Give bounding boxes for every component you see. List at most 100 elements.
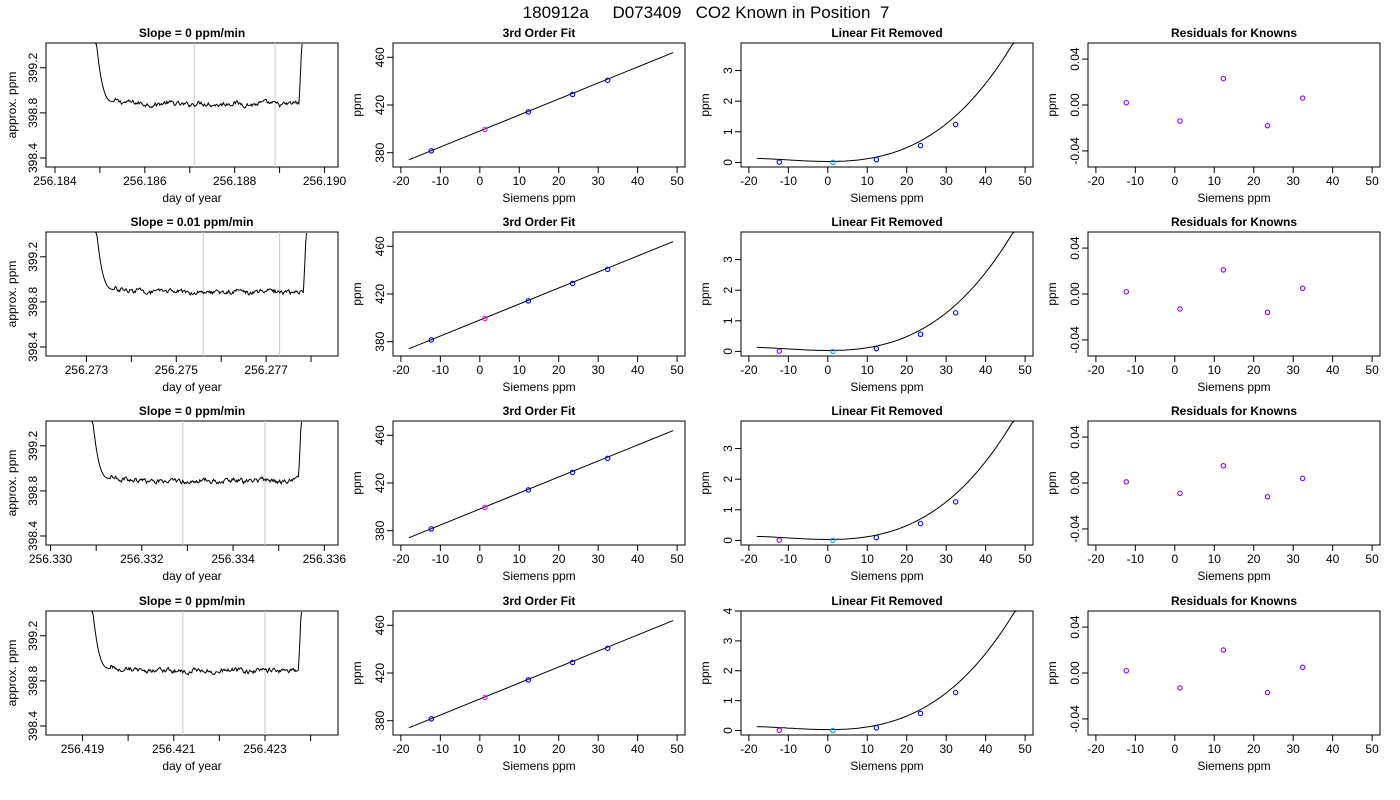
x-tick-label: 20 [1247,363,1261,377]
plot-frame [1087,42,1381,168]
x-tick-label: -20 [740,742,758,756]
plot-frame [1087,610,1381,736]
ppm-trace-line [95,43,303,109]
x-tick-label: 0 [824,174,831,188]
panel-title: Residuals for Knowns [1171,26,1297,40]
x-tick-label: 40 [1326,174,1340,188]
x-tick-label: 20 [900,174,914,188]
x-tick-label: 20 [1247,742,1261,756]
x-tick-label: 40 [979,174,993,188]
y-axis-label: ppm [698,471,712,494]
fit-curve [756,231,1022,351]
y-tick-label: -0.04 [1068,137,1082,165]
fit-line [408,620,674,729]
chart-panel: Slope = 0 ppm/min day of year approx. ppm 2… [5,26,347,205]
y-tick-label: -0.04 [1068,515,1082,543]
y-tick-label: 398.8 [26,98,40,128]
y-tick-label: 0.04 [1068,236,1082,260]
y-tick-label: 398.8 [26,476,40,506]
data-point [604,645,611,652]
data-point [525,298,532,304]
x-tick-label: -20 [1087,742,1105,756]
data-point [873,534,880,541]
data-point [569,469,576,476]
y-tick-label: 3 [721,256,735,263]
x-tick-label: 40 [631,174,645,188]
data-point [1220,463,1227,469]
x-tick-label: 0 [1171,363,1178,377]
x-tick-label: 0 [824,363,831,377]
data-point [1123,288,1130,295]
data-point [1177,490,1183,497]
x-tick-label: 256.419 [61,742,105,756]
y-axis-label: ppm [350,282,364,305]
data-point [604,455,611,462]
y-tick-label: 2 [721,476,735,483]
chart-panel: Residuals for Knowns Siemens ppm ppm -20 -10… [1045,26,1381,205]
panel-title: Linear Fit Removed [831,594,942,608]
x-tick-label: 50 [670,552,684,566]
x-tick-label: -20 [740,363,758,377]
panel-title: Slope = 0 ppm/min [139,594,245,608]
x-tick-label: 256.190 [303,174,347,188]
x-tick-label: 10 [861,174,875,188]
data-point [776,348,783,354]
x-tick-label: -20 [1087,552,1105,566]
data-point [525,677,532,683]
data-point [830,727,836,734]
data-point [873,156,880,163]
data-point [1299,664,1306,671]
fit-curve [756,420,1022,540]
x-tick-label: -10 [1127,552,1145,566]
x-tick-label: 0 [476,363,483,377]
data-point [1220,647,1227,653]
y-axis-label: ppm [1045,661,1059,684]
x-tick-label: 30 [1287,174,1301,188]
y-tick-label: 399.2 [26,430,40,460]
y-tick-label: 1 [721,506,735,513]
y-tick-label: 398.4 [26,332,40,362]
x-tick-label: 50 [1018,552,1032,566]
x-tick-label: 40 [1326,363,1340,377]
y-axis-label: ppm [350,471,364,494]
data-point [873,345,880,352]
y-axis-label: approx. ppm [5,450,19,517]
x-tick-label: 20 [900,742,914,756]
x-axis-label: Siemens ppm [1197,569,1270,583]
x-tick-label: 10 [861,363,875,377]
x-tick-label: 256.334 [211,552,255,566]
x-tick-label: 10 [513,742,527,756]
data-point [1123,99,1130,106]
fit-line [408,241,674,350]
x-tick-label: 50 [1365,174,1379,188]
x-tick-label: -20 [740,174,758,188]
data-point [952,499,959,505]
x-tick-label: 10 [861,742,875,756]
chart-panel: Linear Fit Removed Siemens ppm ppm -20 -10 0 1… [698,215,1034,394]
x-tick-label: 40 [1326,742,1340,756]
x-tick-label: -20 [1087,363,1105,377]
y-axis-label: approx. ppm [5,261,19,328]
x-tick-label: 10 [513,363,527,377]
x-tick-label: 0 [1171,742,1178,756]
ppm-trace-line [91,421,302,485]
y-tick-label: -0.04 [1068,326,1082,354]
x-tick-label: 0 [476,742,483,756]
y-tick-label: 420 [373,95,387,115]
y-tick-label: 380 [373,520,387,540]
data-point [525,109,532,115]
y-tick-label: 4 [721,607,735,614]
y-tick-label: 0.04 [1068,425,1082,449]
y-tick-label: 460 [373,47,387,67]
x-tick-label: -10 [780,552,798,566]
y-tick-label: 0 [721,727,735,734]
y-tick-label: 380 [373,331,387,351]
panel-title: Slope = 0 ppm/min [139,404,245,418]
x-axis-label: Siemens ppm [850,191,923,205]
data-point [776,537,783,543]
x-tick-label: -20 [392,174,410,188]
data-point [1220,267,1227,273]
data-point [482,694,488,701]
y-tick-label: 1 [721,697,735,704]
x-tick-label: 256.188 [213,174,257,188]
